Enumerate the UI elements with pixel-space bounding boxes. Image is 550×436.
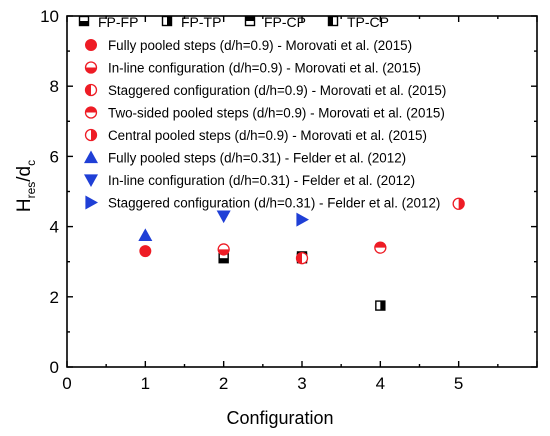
data-point <box>295 252 309 265</box>
legend-label: Staggered configuration (d/h=0.31) - Fel… <box>108 196 440 211</box>
legend-item: Staggered configuration (d/h=0.31) - Fel… <box>85 195 440 211</box>
legend-item-fp-fp: FP-FP <box>78 14 138 30</box>
data-point <box>374 241 387 254</box>
x-axis-label: Configuration <box>226 408 333 428</box>
legend-item-fp-cp: FP-CP <box>244 14 306 30</box>
legend-item: Central pooled steps (d/h=0.9) - Morovat… <box>84 128 427 143</box>
y-tick-label: 6 <box>50 147 59 166</box>
legend-label: TP-CP <box>347 14 389 30</box>
legend-item: Staggered configuration (d/h=0.9) - Moro… <box>84 83 446 98</box>
data-point <box>296 212 309 227</box>
y-axis-label-base: H <box>14 198 35 212</box>
data-point <box>139 245 152 258</box>
legend-label: Staggered configuration (d/h=0.9) - Moro… <box>108 83 446 98</box>
data-point <box>375 300 386 311</box>
legend-item: Fully pooled steps (d/h=0.31) - Felder e… <box>84 150 406 166</box>
y-tick-label: 8 <box>50 77 59 96</box>
y-axis-label: Hres/dc <box>14 160 38 212</box>
y-tick-label: 10 <box>40 7 59 26</box>
y-axis-label-sub2: c <box>24 160 38 166</box>
x-tick-label: 5 <box>454 374 463 393</box>
data-point <box>138 228 153 241</box>
data-points <box>138 197 465 311</box>
y-tick-label: 0 <box>50 358 59 377</box>
legend-label: In-line configuration (d/h=0.9) - Morova… <box>108 61 421 76</box>
legend-label: FP-TP <box>181 14 221 30</box>
legend: FP-FP FP-TP FP-CP TP-CP Fully pooled steps (… <box>78 14 446 211</box>
legend-label: Two-sided pooled steps (d/h=0.9) - Morov… <box>108 106 445 121</box>
legend-label: Central pooled steps (d/h=0.9) - Morovat… <box>108 128 427 143</box>
y-tick-label: 4 <box>50 218 59 237</box>
legend-item-tp-cp: TP-CP <box>327 14 389 30</box>
legend-item: In-line configuration (d/h=0.9) - Morova… <box>84 61 421 76</box>
legend-item: Two-sided pooled steps (d/h=0.9) - Morov… <box>84 106 445 121</box>
data-point <box>216 210 231 224</box>
x-tick-label: 3 <box>297 374 306 393</box>
data-point <box>217 243 230 256</box>
y-tick-label: 2 <box>50 288 59 307</box>
y-axis-label-sub1: res <box>24 182 38 199</box>
legend-item: In-line configuration (d/h=0.31) - Felde… <box>84 173 415 188</box>
x-tick-label: 0 <box>62 374 71 393</box>
axes <box>66 15 538 368</box>
x-tick-label: 4 <box>376 374 385 393</box>
legend-item: Fully pooled steps (d/h=0.9) - Morovati … <box>85 38 412 53</box>
legend-label: Fully pooled steps (d/h=0.9) - Morovati … <box>108 38 412 53</box>
x-tick-label: 2 <box>219 374 228 393</box>
data-point <box>452 197 465 210</box>
x-tick-label: 1 <box>141 374 150 393</box>
legend-label: Fully pooled steps (d/h=0.31) - Felder e… <box>108 151 406 166</box>
legend-label: FP-FP <box>98 14 138 30</box>
y-axis-label-mid: /d <box>14 166 35 182</box>
legend-label: FP-CP <box>264 14 306 30</box>
legend-label: In-line configuration (d/h=0.31) - Felde… <box>108 173 415 188</box>
tick-labels: 0 1 2 3 4 5 0 2 4 6 8 10 <box>40 7 463 393</box>
legend-item-fp-tp: FP-TP <box>161 14 221 30</box>
